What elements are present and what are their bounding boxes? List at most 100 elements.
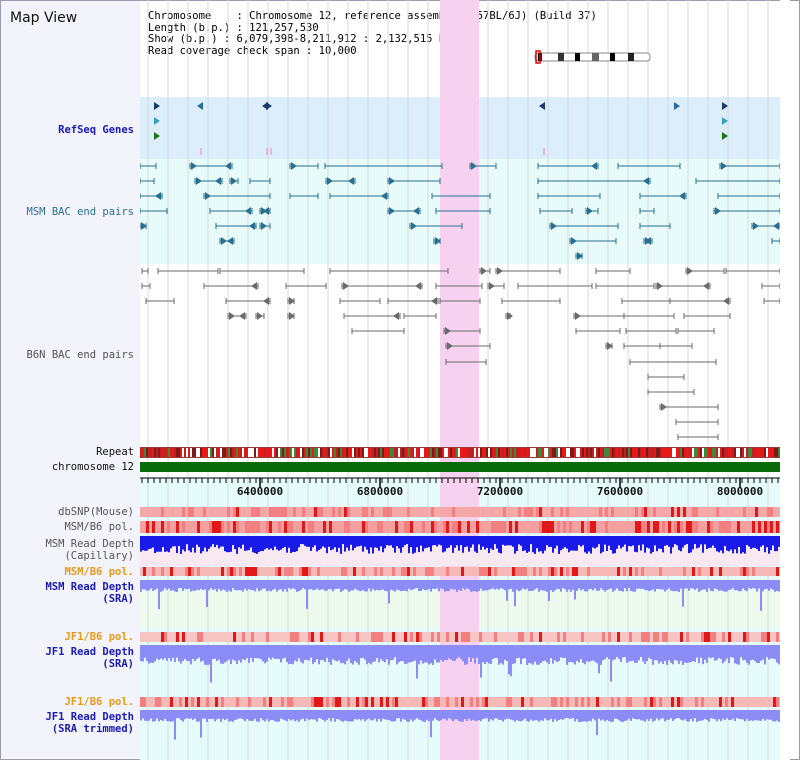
polymorphism-cell[interactable]: [554, 632, 557, 642]
polymorphism-cell[interactable]: [500, 632, 503, 642]
repeat-element[interactable]: [252, 448, 254, 457]
polymorphism-cell[interactable]: [317, 567, 320, 576]
polymorphism-cell[interactable]: [596, 507, 599, 517]
polymorphism-cell[interactable]: [359, 567, 362, 576]
read-depth-bar[interactable]: [316, 710, 318, 722]
read-depth-bar[interactable]: [758, 536, 760, 552]
read-depth-bar[interactable]: [246, 536, 248, 551]
polymorphism-cell[interactable]: [236, 632, 239, 642]
read-depth-bar[interactable]: [154, 580, 156, 590]
polymorphism-cell[interactable]: [350, 697, 353, 707]
polymorphism-cell[interactable]: [425, 567, 428, 576]
polymorphism-cell[interactable]: [530, 521, 533, 533]
polymorphism-cell[interactable]: [548, 507, 551, 517]
polymorphism-cell[interactable]: [287, 697, 290, 707]
polymorphism-cell[interactable]: [461, 632, 464, 642]
read-depth-bar[interactable]: [700, 710, 702, 721]
polymorphism-cell[interactable]: [743, 567, 746, 576]
read-depth-bar[interactable]: [550, 710, 552, 719]
read-depth-bar[interactable]: [164, 536, 166, 552]
read-depth-bar[interactable]: [654, 536, 656, 546]
read-depth-bar[interactable]: [226, 536, 228, 553]
polymorphism-cell[interactable]: [203, 507, 206, 517]
polymorphism-cell[interactable]: [272, 632, 275, 642]
read-depth-bar[interactable]: [350, 536, 352, 545]
read-depth-bar[interactable]: [486, 645, 488, 663]
read-depth-bar[interactable]: [664, 580, 666, 592]
polymorphism-cell[interactable]: [509, 521, 512, 533]
repeat-element[interactable]: [140, 448, 142, 457]
read-depth-bar[interactable]: [240, 645, 242, 663]
read-depth-bar[interactable]: [328, 536, 330, 547]
polymorphism-cell[interactable]: [317, 632, 320, 642]
read-depth-bar[interactable]: [218, 580, 220, 589]
read-depth-bar[interactable]: [486, 580, 488, 591]
read-depth-bar[interactable]: [572, 710, 574, 719]
polymorphism-cell[interactable]: [173, 507, 176, 517]
read-depth-bar[interactable]: [412, 645, 414, 662]
read-depth-bar[interactable]: [684, 645, 686, 663]
read-depth-bar[interactable]: [294, 580, 296, 590]
polymorphism-cell[interactable]: [647, 697, 650, 707]
read-depth-bar[interactable]: [368, 536, 370, 554]
polymorphism-cell[interactable]: [542, 507, 545, 517]
read-depth-bar[interactable]: [176, 580, 178, 592]
read-depth-bar[interactable]: [240, 580, 242, 591]
read-depth-bar[interactable]: [346, 710, 348, 722]
read-depth-bar[interactable]: [378, 536, 380, 551]
read-depth-tracks[interactable]: [140, 536, 780, 740]
repeat-element[interactable]: [578, 448, 580, 457]
read-depth-bar[interactable]: [554, 645, 556, 661]
polymorphism-cell[interactable]: [368, 507, 371, 517]
read-depth-bar[interactable]: [292, 645, 294, 665]
read-depth-bar[interactable]: [668, 536, 670, 547]
read-depth-bar[interactable]: [548, 536, 550, 547]
read-depth-bar[interactable]: [200, 645, 202, 662]
read-depth-bar[interactable]: [304, 580, 306, 590]
polymorphism-cell[interactable]: [242, 697, 245, 707]
polymorphism-cell[interactable]: [290, 507, 293, 517]
read-depth-bar[interactable]: [204, 645, 206, 665]
polymorphism-cell[interactable]: [623, 697, 626, 707]
polymorphism-cell[interactable]: [767, 567, 770, 576]
read-depth-bar[interactable]: [368, 580, 370, 589]
polymorphism-cell[interactable]: [614, 521, 617, 533]
read-depth-bar[interactable]: [676, 536, 678, 546]
read-depth-bar[interactable]: [744, 710, 746, 722]
msm-bac-pair-arrow[interactable]: [773, 222, 779, 230]
repeat-element[interactable]: [558, 448, 560, 457]
read-depth-bar[interactable]: [248, 580, 250, 590]
track-label-repeat[interactable]: Repeat: [96, 446, 134, 458]
polymorphism-cell[interactable]: [377, 521, 380, 533]
read-depth-bar[interactable]: [460, 710, 462, 722]
read-depth-bar[interactable]: [362, 536, 364, 552]
read-depth-bar[interactable]: [400, 645, 402, 662]
read-depth-bar[interactable]: [544, 710, 546, 719]
polymorphism-cell[interactable]: [182, 521, 185, 533]
read-depth-bar[interactable]: [290, 645, 292, 664]
read-depth-bar[interactable]: [504, 536, 506, 546]
polymorphism-cell[interactable]: [155, 632, 158, 642]
polymorphism-cell[interactable]: [308, 567, 311, 576]
msm-bac-track[interactable]: [140, 162, 781, 260]
polymorphism-cell[interactable]: [158, 567, 161, 576]
polymorphism-cell[interactable]: [575, 567, 578, 576]
polymorphism-cell[interactable]: [446, 521, 449, 533]
read-depth-bar[interactable]: [316, 536, 318, 552]
polymorphism-cell[interactable]: [512, 632, 515, 642]
repeat-element[interactable]: [284, 448, 286, 457]
read-depth-bar[interactable]: [452, 645, 454, 661]
read-depth-bar[interactable]: [768, 710, 770, 720]
read-depth-bar[interactable]: [322, 580, 324, 590]
polymorphism-cell[interactable]: [629, 507, 632, 517]
read-depth-bar[interactable]: [506, 580, 508, 601]
polymorphism-cell[interactable]: [497, 567, 500, 576]
repeat-element[interactable]: [488, 448, 490, 457]
read-depth-bar[interactable]: [258, 536, 260, 553]
polymorphism-cell[interactable]: [656, 507, 659, 517]
read-depth-bar[interactable]: [778, 645, 780, 665]
read-depth-bar[interactable]: [716, 645, 718, 660]
polymorphism-cell[interactable]: [515, 507, 518, 517]
polymorphism-cell[interactable]: [239, 697, 242, 707]
polymorphism-cell[interactable]: [413, 507, 416, 517]
